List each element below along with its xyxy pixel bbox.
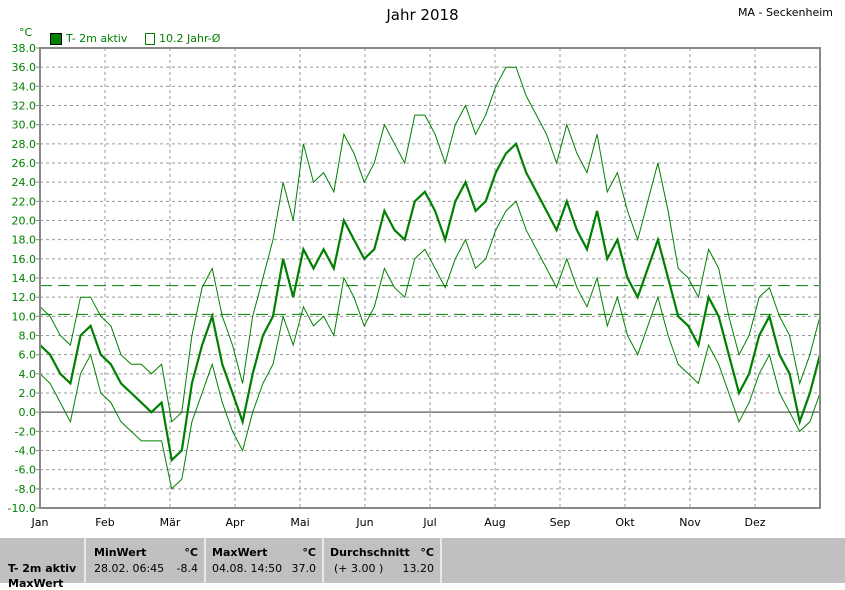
temperature-chart: 38.0 36.0 34.0 32.0 30.0 28.0 26.0 24.0 22.0 20.0… [8,42,822,529]
y-tick-label: -4.0 [15,445,36,458]
y-tick-label: 26.0 [12,157,37,170]
y-tick-label: 6.0 [19,349,37,362]
y-tick-label: 36.0 [12,61,37,74]
x-tick-label: Apr [225,516,245,529]
min-value: -8.4 [176,562,198,575]
max-unit: °C [302,546,316,559]
y-tick-label: 0.0 [19,406,37,419]
y-tick-label: 30.0 [12,119,37,132]
x-tick-label: Aug [484,516,505,529]
stats-row-label: T- 2m aktiv [8,562,77,575]
series-line-current [39,141,822,463]
x-tick-label: Nov [679,516,701,529]
x-tick-label: Mär [160,516,181,529]
y-tick-label: 8.0 [19,330,37,343]
x-tick-label: Mai [290,516,309,529]
legend-item-current: T- 2m aktiv [50,32,127,45]
y-tick-label: 2.0 [19,387,37,400]
y-tick-label: -2.0 [15,425,36,438]
x-tick-label: Jun [355,516,373,529]
series-line-max [39,66,821,423]
avg-header: Durchschnitt [330,546,410,559]
max-value: 37.0 [291,562,317,575]
stats-panel: T- 2m aktiv MaxWert MinWert °C 28.02. 06… [0,538,845,590]
max-header: MaxWert [212,546,268,559]
max-date: 04.08. 14:50 [212,562,283,575]
series-line-min [39,200,821,490]
x-tick-label: Sep [550,516,571,529]
stats-row2-label: MaxWert [8,577,64,590]
legend-swatch-filled [50,32,62,45]
x-tick-label: Okt [615,516,635,529]
min-unit: °C [184,546,198,559]
avg-delta: (+ 3.00 ) [334,562,384,575]
station-name: MA - Seckenheim [737,6,833,19]
avg-unit: °C [420,546,434,559]
y-tick-label: 28.0 [12,138,37,151]
legend-label: 10.2 Jahr-Ø [159,32,221,45]
y-tick-label: 32.0 [12,100,37,113]
y-tick-label: 34.0 [12,80,37,93]
y-tick-label: 38.0 [12,42,37,55]
y-tick-label: 10.0 [12,310,37,323]
y-tick-label: 16.0 [12,253,37,266]
y-tick-label: 24.0 [12,176,37,189]
legend-label: T- 2m aktiv [66,32,128,45]
y-tick-label: 14.0 [12,272,37,285]
y-tick-label: -8.0 [15,483,36,496]
x-tick-label: Jul [422,516,436,529]
y-tick-label: 4.0 [19,368,37,381]
y-tick-label: -6.0 [15,464,36,477]
x-tick-label: Dez [744,516,765,529]
y-tick-label: -10.0 [8,502,36,515]
y-tick-label: 22.0 [12,195,37,208]
y-axis-unit: °C [19,26,33,39]
y-tick-label: 18.0 [12,234,37,247]
plot-frame [39,47,821,509]
avg-value: 13.20 [402,562,435,575]
x-tick-label: Jan [31,516,49,529]
min-header: MinWert [94,546,147,559]
y-tick-label: 20.0 [12,215,37,228]
legend-item-average: 10.2 Jahr-Ø [145,32,220,45]
min-date: 28.02. 06:45 [94,562,165,575]
x-tick-label: Feb [95,516,114,529]
legend-swatch-empty [145,32,155,45]
y-tick-label: 12.0 [12,291,37,304]
chart-title: Jahr 2018 [386,6,459,24]
